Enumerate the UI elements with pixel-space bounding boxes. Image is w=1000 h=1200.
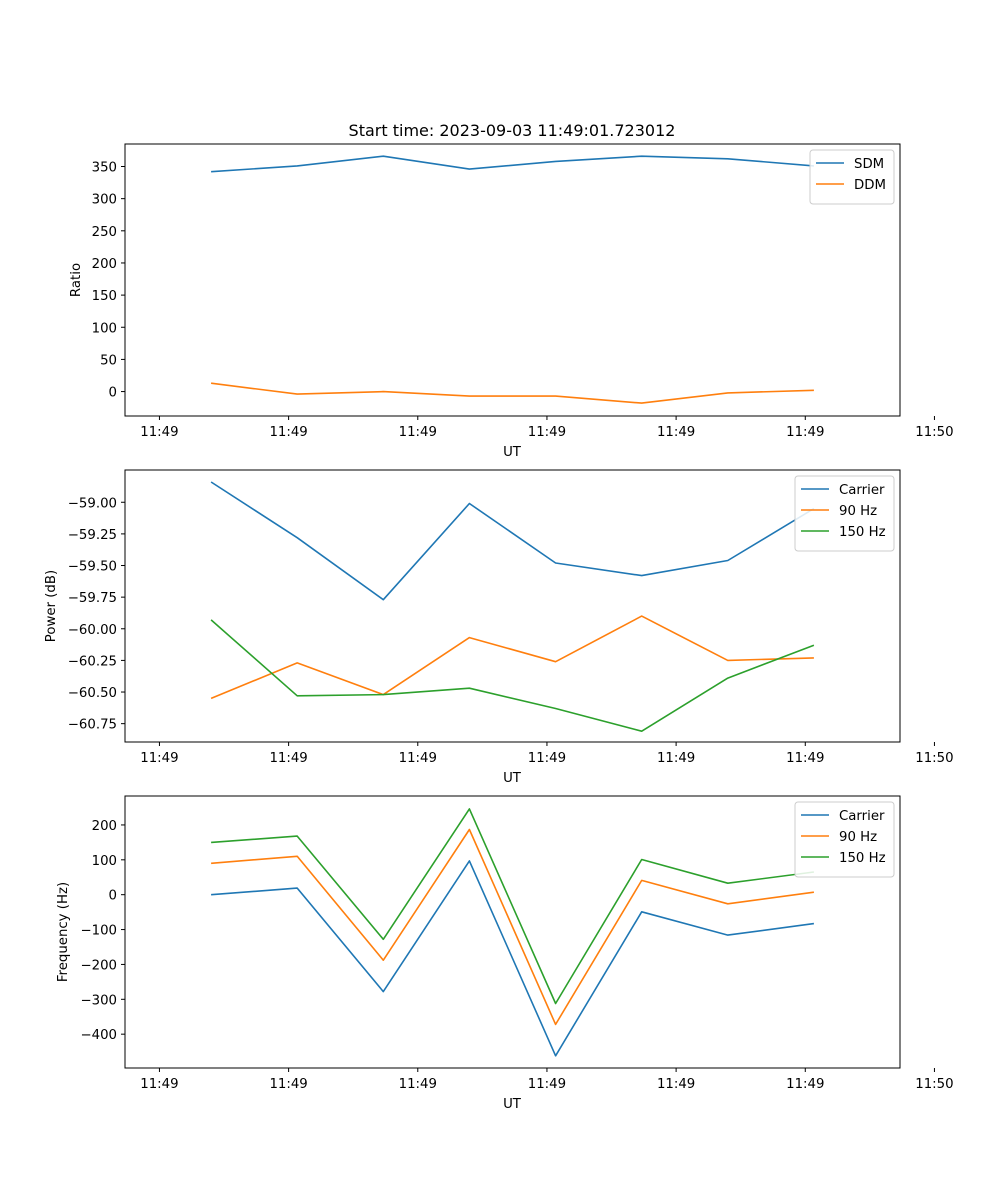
frequency-y-tick-label: −100	[80, 924, 117, 939]
frequency-x-tick-label: 11:49	[657, 1077, 695, 1092]
frequency-y-tick-label: 0	[109, 889, 117, 904]
power-150-hz-series-line	[210, 619, 815, 733]
ratio-x-tick-label: 11:49	[657, 425, 695, 440]
ratio-sdm-series-line	[211, 155, 814, 173]
power-x-tick-label: 11:50	[915, 751, 953, 766]
ratio-y-tick-label: 0	[109, 386, 117, 401]
frequency-legend-label-carrier: Carrier	[839, 809, 885, 824]
power-y-tick-label: −60.75	[68, 718, 117, 733]
ratio-x-axis-label: UT	[503, 445, 522, 460]
power-x-tick-label: 11:49	[140, 751, 178, 766]
power-x-axis-label: UT	[503, 771, 522, 786]
figure-title: Start time: 2023-09-03 11:49:01.723012	[349, 121, 676, 140]
ratio-x-tick-label: 11:49	[140, 425, 178, 440]
ratio-y-tick-label: 200	[92, 257, 117, 272]
ratio-x-tick-label: 11:49	[528, 425, 566, 440]
frequency-legend-box	[794, 801, 895, 878]
power-y-tick-label: −60.25	[68, 654, 117, 669]
power-90-hz-series-line	[210, 615, 814, 700]
frequency-panel: 11:49 11:49 11:49 11:49 11:49 11:49 11:50 −400 −…	[56, 795, 954, 1112]
ratio-y-tick-label: 250	[92, 225, 117, 240]
frequency-y-tick-label: −300	[80, 993, 117, 1008]
power-x-tick-label: 11:49	[399, 751, 437, 766]
frequency-y-tick-label: 200	[92, 819, 117, 834]
frequency-axes-frame	[124, 795, 901, 1069]
power-panel: 11:49 11:49 11:49 11:49 11:49 11:49 11:50 −59.0…	[44, 469, 954, 786]
frequency-y-tick-label: −200	[80, 958, 117, 973]
frequency-carrier-series-line	[211, 860, 815, 1057]
ratio-legend-label-ddm: DDM	[854, 178, 886, 193]
ratio-plot-area: 11:49 11:49 11:49 11:49 11:49 11:49 11:50 0 50 10…	[92, 155, 954, 440]
ratio-y-tick-label: 300	[92, 193, 117, 208]
ratio-y-axis-label: Ratio	[69, 263, 84, 297]
power-plot-area: 11:49 11:49 11:49 11:49 11:49 11:49 11:50 −59.0…	[68, 481, 954, 766]
power-y-axis-label: Power (dB)	[44, 570, 59, 642]
power-y-tick-label: −60.00	[68, 623, 117, 638]
frequency-y-tick-label: 100	[92, 854, 117, 869]
ratio-y-tick-label: 350	[92, 161, 117, 176]
frequency-legend: Carrier 90 Hz 150 Hz	[794, 801, 895, 878]
frequency-x-tick-label: 11:49	[269, 1077, 307, 1092]
frequency-x-tick-label: 11:49	[399, 1077, 437, 1092]
power-y-tick-label: −59.25	[68, 528, 117, 543]
power-legend: Carrier 90 Hz 150 Hz	[794, 475, 895, 552]
ratio-panel: 11:49 11:49 11:49 11:49 11:49 11:49 11:50 0 50 10…	[69, 143, 954, 460]
power-legend-label-90-hz: 90 Hz	[839, 504, 877, 519]
power-axes-frame	[124, 469, 901, 743]
frequency-x-tick-label: 11:49	[140, 1077, 178, 1092]
frequency-90-hz-series-line	[211, 828, 815, 1026]
ratio-legend-label-sdm: SDM	[854, 157, 884, 172]
frequency-x-tick-label: 11:49	[786, 1077, 824, 1092]
power-y-tick-label: −59.00	[68, 496, 117, 511]
ratio-ddm-series-line	[210, 382, 814, 404]
frequency-x-axis-label: UT	[503, 1097, 522, 1112]
ratio-y-tick-label: 150	[92, 289, 117, 304]
ratio-axes-frame	[124, 143, 901, 417]
frequency-plot-area: 11:49 11:49 11:49 11:49 11:49 11:49 11:50 −400 −…	[80, 808, 954, 1092]
power-y-tick-label: −59.75	[68, 591, 117, 606]
frequency-x-tick-label: 11:49	[528, 1077, 566, 1092]
power-x-tick-label: 11:49	[528, 751, 566, 766]
ratio-x-tick-label: 11:50	[915, 425, 953, 440]
ratio-y-tick-label: 50	[100, 353, 117, 368]
power-x-tick-label: 11:49	[657, 751, 695, 766]
ratio-legend: SDM DDM	[809, 149, 895, 205]
frequency-y-tick-label: −400	[80, 1028, 117, 1043]
frequency-150-hz-series-line	[211, 808, 815, 1005]
power-x-tick-label: 11:49	[786, 751, 824, 766]
frequency-x-tick-label: 11:50	[915, 1077, 953, 1092]
ratio-y-tick-label: 100	[92, 321, 117, 336]
power-legend-label-150-hz: 150 Hz	[839, 525, 886, 540]
power-y-tick-label: −60.50	[68, 686, 117, 701]
ratio-x-tick-label: 11:49	[269, 425, 307, 440]
power-y-tick-label: −59.50	[68, 560, 117, 575]
power-x-tick-label: 11:49	[269, 751, 307, 766]
power-legend-label-carrier: Carrier	[839, 483, 885, 498]
ratio-x-tick-label: 11:49	[399, 425, 437, 440]
frequency-legend-label-90-hz: 90 Hz	[839, 830, 877, 845]
frequency-y-axis-label: Frequency (Hz)	[56, 882, 71, 982]
power-carrier-series-line	[210, 481, 815, 601]
power-legend-box	[794, 475, 895, 552]
ratio-x-tick-label: 11:49	[786, 425, 824, 440]
frequency-legend-label-150-hz: 150 Hz	[839, 851, 886, 866]
